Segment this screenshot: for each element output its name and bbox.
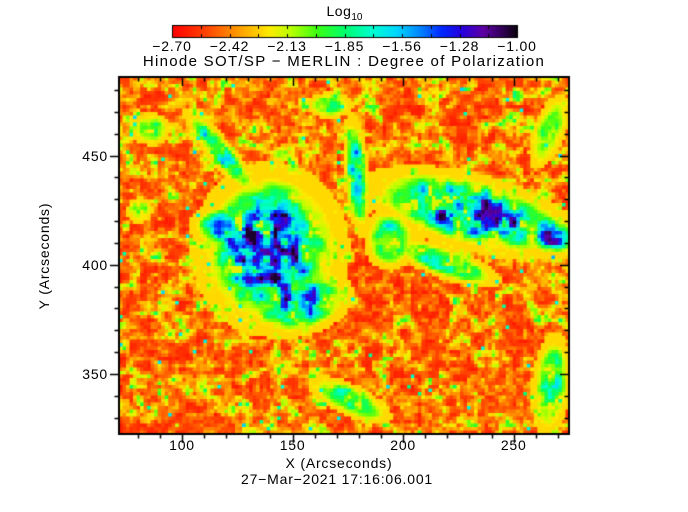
observation-timestamp: 27−Mar−2021 17:16:06.001 xyxy=(240,471,434,487)
colorbar-tick-label: −1.56 xyxy=(382,38,422,54)
x-axis-tick-label: 200 xyxy=(390,437,417,453)
colorbar-tick-label: −1.85 xyxy=(324,38,365,54)
colorbar-title-subscript: 10 xyxy=(351,11,363,23)
y-axis-label: Y (Arcseconds) xyxy=(36,202,52,309)
colorbar-tick-label: −1.00 xyxy=(497,38,537,54)
y-axis-tick-label: 450 xyxy=(82,147,108,164)
x-axis-label: X (Arcseconds) xyxy=(285,455,393,471)
x-axis-tick-label: 100 xyxy=(169,437,195,453)
y-axis-tick-label: 350 xyxy=(82,365,108,382)
x-axis-tick-label: 250 xyxy=(500,437,527,453)
colorbar-title: Log10 xyxy=(327,3,363,23)
colorbar-tick-label: −2.42 xyxy=(209,38,250,54)
colorbar-tick-label: −2.70 xyxy=(152,38,192,54)
colorbar-title-text: Log xyxy=(326,3,352,19)
x-axis-tick-label: 150 xyxy=(279,437,306,453)
colorbar-tick-label: −2.13 xyxy=(267,38,307,54)
colorbar-tick-label: −1.28 xyxy=(439,38,480,54)
y-axis-tick-label: 400 xyxy=(82,256,108,273)
plot-title: Hinode SOT/SP − MERLIN : Degree of Polar… xyxy=(142,53,546,70)
